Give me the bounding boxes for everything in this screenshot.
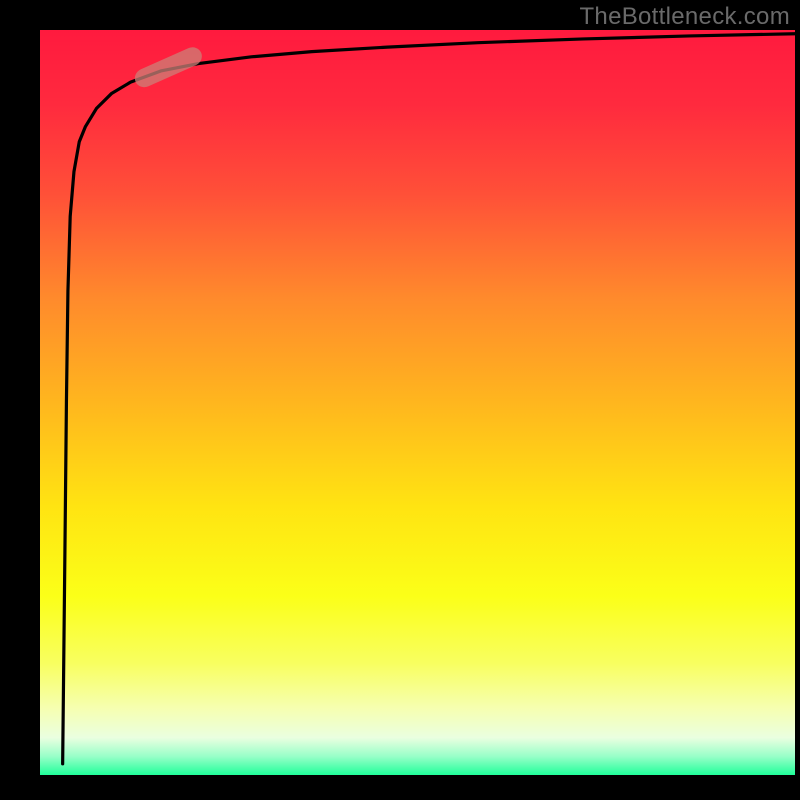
plot-area bbox=[40, 30, 795, 775]
bottleneck-curve bbox=[63, 34, 795, 764]
highlight-marker bbox=[132, 44, 205, 90]
watermark-text: TheBottleneck.com bbox=[579, 3, 790, 31]
curve-layer bbox=[40, 30, 795, 775]
